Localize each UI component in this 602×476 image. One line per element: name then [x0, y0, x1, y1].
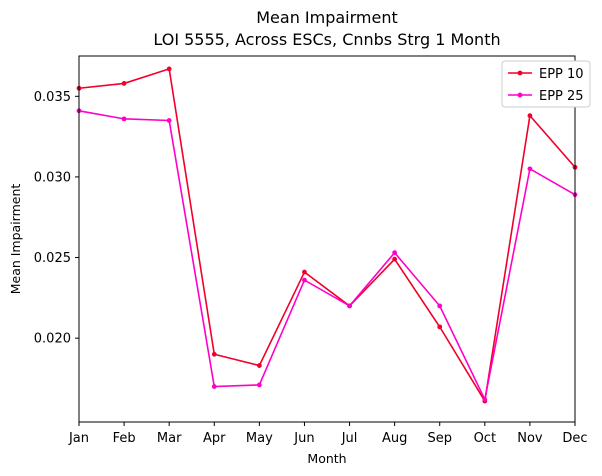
x-tick-label: Jul [341, 431, 358, 446]
data-point-epp-25 [437, 303, 443, 309]
legend-label: EPP 25 [539, 89, 584, 104]
x-tick-label: Sep [427, 431, 452, 446]
data-point-epp-10 [166, 66, 172, 72]
legend-entry-epp-10: EPP 10 [508, 67, 584, 82]
data-point-epp-25 [527, 166, 533, 172]
series-line-epp-10 [78, 67, 576, 404]
x-axis-label: Month [307, 451, 346, 466]
data-point-epp-10 [302, 269, 307, 275]
legend-swatch-marker [517, 92, 523, 98]
data-point-epp-25 [482, 397, 488, 402]
data-point-epp-25 [256, 382, 262, 388]
data-point-epp-25 [166, 118, 172, 123]
y-tick-label: 0.030 [34, 170, 71, 185]
data-point-epp-10 [527, 113, 533, 119]
x-tick-label: Jan [68, 431, 89, 446]
legend-swatch-marker [517, 70, 523, 76]
legend-entry-epp-25: EPP 25 [508, 89, 584, 104]
x-tick-label: Jun [293, 431, 314, 446]
x-tick-label: Oct [474, 431, 496, 446]
x-tick-label: Nov [517, 431, 543, 446]
data-point-epp-25 [121, 116, 127, 122]
y-axis-ticks: 0.020 0.025 0.030 0.035 [34, 90, 79, 347]
data-point-epp-10 [121, 81, 127, 86]
data-point-epp-10 [211, 351, 217, 357]
data-point-epp-25 [392, 250, 398, 256]
legend-label: EPP 10 [539, 67, 584, 82]
plot-lines [76, 66, 578, 404]
data-point-epp-10 [437, 324, 443, 330]
x-tick-label: Feb [113, 431, 136, 446]
data-point-epp-25 [302, 277, 307, 283]
data-point-epp-25 [211, 384, 217, 389]
data-point-epp-10 [392, 256, 398, 262]
y-axis-label: Mean Impairment [8, 184, 23, 295]
x-axis-ticks: Jan Feb Mar Apr May Jun Jul Aug Sep Oct Nov Dec [68, 422, 588, 446]
x-tick-label: Mar [157, 431, 182, 446]
x-tick-label: May [246, 431, 273, 446]
x-tick-label: Dec [562, 431, 587, 446]
legend: EPP 10 EPP 25 [501, 60, 591, 108]
data-point-epp-25 [347, 303, 352, 309]
x-tick-label: Apr [203, 431, 226, 446]
data-point-epp-10 [256, 363, 262, 368]
y-tick-label: 0.025 [34, 251, 71, 266]
y-tick-label: 0.035 [34, 90, 71, 105]
y-tick-label: 0.020 [34, 332, 71, 347]
chart-subtitle: LOI 5555, Across ESCs, Cnnbs Strg 1 Mont… [153, 30, 500, 49]
x-tick-label: Aug [382, 431, 407, 446]
series-line-epp-25 [78, 110, 576, 402]
chart-title: Mean Impairment [256, 8, 398, 27]
plot-frame [78, 55, 576, 423]
